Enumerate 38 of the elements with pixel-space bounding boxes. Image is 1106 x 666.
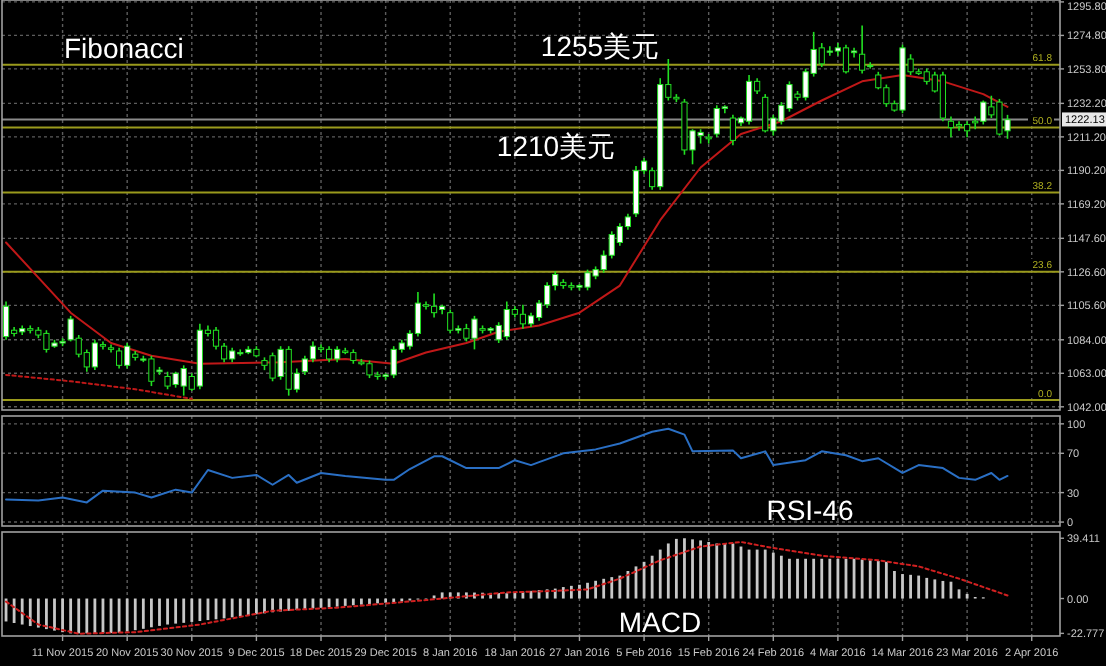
candlestick <box>519 303 527 330</box>
candlestick <box>996 98 1003 137</box>
candlestick <box>91 339 98 371</box>
candlestick <box>842 43 850 75</box>
candlestick <box>681 98 688 156</box>
candlestick <box>745 74 753 126</box>
candlestick <box>430 292 438 319</box>
annotation: RSI-46 <box>766 494 854 526</box>
candlestick <box>818 42 825 68</box>
candlestick <box>124 342 131 370</box>
candlestick <box>390 345 397 379</box>
candlestick <box>2 300 10 341</box>
annotation: 1255美元 <box>540 29 660 62</box>
candlestick <box>859 24 866 75</box>
candlestick <box>447 308 454 335</box>
candlestick <box>729 114 737 146</box>
candlestick <box>285 345 292 397</box>
candlestick <box>867 61 874 70</box>
candlestick <box>955 120 963 132</box>
candlestick <box>947 115 955 138</box>
candlestick <box>116 346 123 370</box>
candlestick <box>713 104 720 138</box>
candlestick <box>584 268 591 292</box>
annotation: Fibonacci <box>64 32 184 64</box>
candlestick <box>43 329 50 354</box>
candlestick <box>826 45 833 57</box>
candlestick <box>237 348 244 357</box>
candlestick <box>269 351 276 383</box>
candlestick <box>762 93 769 134</box>
candlestick <box>632 165 640 218</box>
candlestick <box>148 354 155 387</box>
candlestick <box>503 300 510 341</box>
annotation: 1210美元 <box>496 130 616 162</box>
annotation: MACD <box>618 606 702 638</box>
candlestick <box>939 70 946 123</box>
candlestick <box>180 364 187 397</box>
candlestick <box>301 354 308 376</box>
candlestick <box>471 315 478 351</box>
